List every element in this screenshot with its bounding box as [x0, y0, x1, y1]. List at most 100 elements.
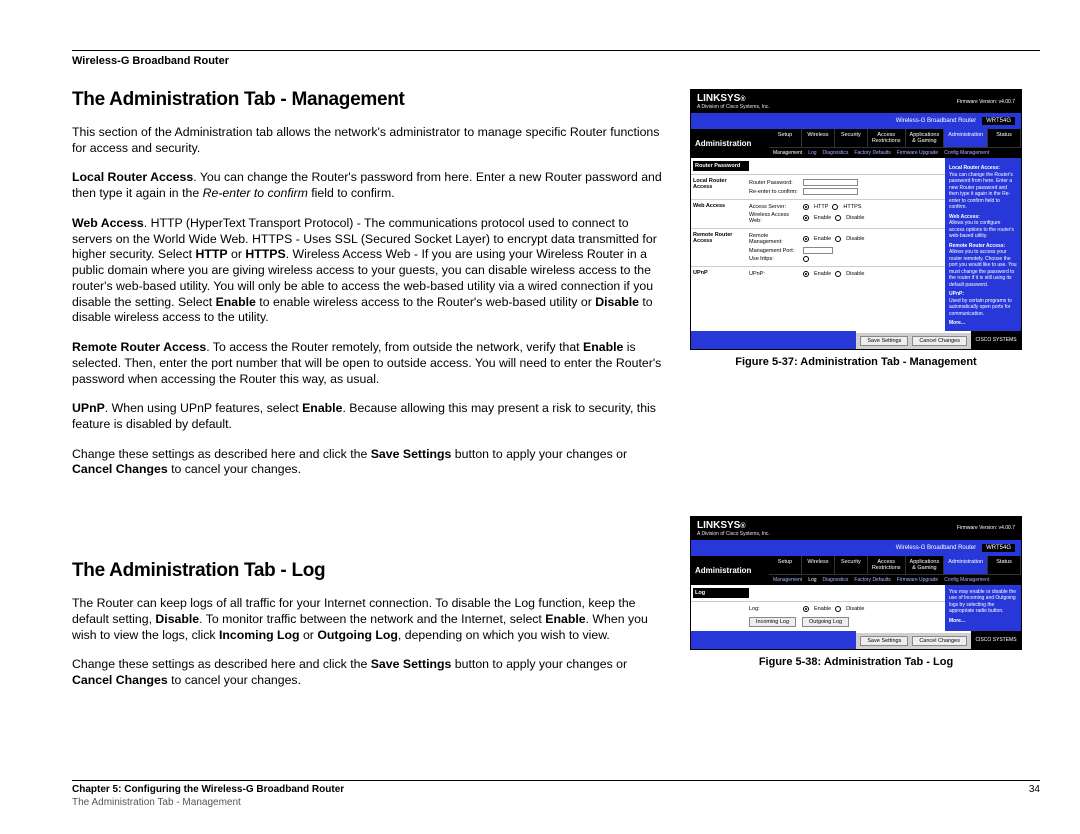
radio-http[interactable]: [803, 204, 809, 210]
text: to enable wireless access to the Router'…: [256, 295, 595, 309]
radio-log-disable[interactable]: [835, 606, 841, 612]
section-label-remote: Remote Router Access: [693, 232, 749, 263]
subtab-factory-defaults[interactable]: Factory Defaults: [854, 577, 890, 583]
subtab-factory-defaults[interactable]: Factory Defaults: [854, 150, 890, 156]
tab-administration[interactable]: Administration: [944, 129, 988, 147]
checkbox-use-https[interactable]: [803, 256, 809, 262]
text-bold: Cancel Changes: [72, 673, 168, 687]
radio-rm-enable[interactable]: [803, 236, 809, 242]
radio-upnp-enable[interactable]: [803, 271, 809, 277]
tab-setup[interactable]: Setup: [769, 556, 802, 574]
tab-access-restrictions[interactable]: Access Restrictions: [868, 129, 906, 147]
radio-upnp-disable[interactable]: [835, 271, 841, 277]
text-bold: Enable: [216, 295, 256, 309]
text: or: [228, 247, 246, 261]
radio-waw-enable[interactable]: [803, 215, 809, 221]
tab-wireless[interactable]: Wireless: [802, 129, 835, 147]
sub-tabs: Management Log Diagnostics Factory Defau…: [769, 574, 1021, 585]
header-rule: [72, 50, 1040, 51]
section-label-web-access: Web Access: [693, 203, 749, 225]
figure-caption: Figure 5-37: Administration Tab - Manage…: [690, 356, 1022, 368]
reenter-input[interactable]: [803, 188, 858, 195]
product-name: Wireless-G Broadband Router: [896, 118, 976, 124]
tab-status[interactable]: Status: [988, 129, 1021, 147]
text: or: [300, 628, 318, 642]
tab-wireless[interactable]: Wireless: [802, 556, 835, 574]
text-bold: Outgoing Log: [317, 628, 398, 642]
product-bar: Wireless-G Broadband Router WRT54G: [691, 113, 1021, 129]
text: , depending on which you wish to view.: [398, 628, 610, 642]
cancel-changes-button[interactable]: Cancel Changes: [912, 336, 967, 346]
brand-sub: A Division of Cisco Systems, Inc.: [697, 531, 770, 537]
subtab-firmware-upgrade[interactable]: Firmware Upgrade: [897, 577, 938, 583]
subtab-log[interactable]: Log: [808, 577, 816, 583]
subtab-management[interactable]: Management: [773, 150, 802, 156]
help-sidebar: You may enable or disable the use of Inc…: [945, 585, 1021, 631]
help-more-link[interactable]: More...: [949, 320, 1017, 327]
text-bold: Incoming Log: [219, 628, 300, 642]
text-bold: Disable: [155, 612, 199, 626]
tab-access-restrictions[interactable]: Access Restrictions: [868, 556, 906, 574]
text: This section of the Administration tab a…: [72, 125, 659, 155]
subtab-diagnostics[interactable]: Diagnostics: [823, 577, 849, 583]
figure-log: LINKSYS® A Division of Cisco Systems, In…: [690, 516, 1022, 668]
label-reenter: Re-enter to confirm:: [749, 189, 799, 195]
subtab-log[interactable]: Log: [808, 150, 816, 156]
text: button to apply your changes or: [451, 447, 627, 461]
opt-enable: Enable: [814, 606, 831, 612]
text-bold: Enable: [583, 340, 623, 354]
incoming-log-button[interactable]: Incoming Log: [749, 617, 796, 627]
main-tabs: Setup Wireless Security Access Restricti…: [769, 129, 1021, 147]
opt-enable: Enable: [814, 271, 831, 277]
label-access-server: Access Server:: [749, 204, 799, 210]
section-header-log: Log: [693, 588, 749, 598]
section-label-lra: Local Router Access: [693, 178, 749, 196]
radio-https[interactable]: [832, 204, 838, 210]
section-title-log: The Administration Tab - Log: [72, 560, 670, 582]
tab-applications[interactable]: Applications & Gaming: [906, 556, 945, 574]
tab-security[interactable]: Security: [835, 556, 868, 574]
mgmt-port-input[interactable]: [803, 247, 833, 254]
password-input[interactable]: [803, 179, 858, 186]
outgoing-log-button[interactable]: Outgoing Log: [802, 617, 849, 627]
text: . When using UPnP features, select: [105, 401, 302, 415]
subtab-management[interactable]: Management: [773, 577, 802, 583]
paragraph: Change these settings as described here …: [72, 447, 670, 478]
figures-column: LINKSYS® A Division of Cisco Systems, In…: [690, 89, 1022, 703]
subtab-firmware-upgrade[interactable]: Firmware Upgrade: [897, 150, 938, 156]
opt-disable: Disable: [846, 271, 864, 277]
tab-security[interactable]: Security: [835, 129, 868, 147]
label-log: Log:: [749, 606, 799, 612]
radio-waw-disable[interactable]: [835, 215, 841, 221]
cancel-changes-button[interactable]: Cancel Changes: [912, 636, 967, 646]
brand-bar: LINKSYS® A Division of Cisco Systems, In…: [691, 517, 1021, 540]
save-settings-button[interactable]: Save Settings: [860, 336, 908, 346]
subtab-diagnostics[interactable]: Diagnostics: [823, 150, 849, 156]
main-text-column: The Administration Tab - Management This…: [72, 89, 670, 703]
section-header-router-password: Router Password: [693, 161, 749, 171]
text-bold: HTTPS: [245, 247, 285, 261]
tab-status[interactable]: Status: [988, 556, 1021, 574]
cisco-logo: CISCO SYSTEMS: [971, 631, 1021, 649]
firmware-label: Firmware Version: v4.00.7: [957, 525, 1015, 531]
text-bold: Enable: [302, 401, 342, 415]
radio-log-enable[interactable]: [803, 606, 809, 612]
help-text: Allows you to access your router remotel…: [949, 249, 1017, 288]
subtab-config-management[interactable]: Config Management: [944, 150, 989, 156]
tab-applications[interactable]: Applications & Gaming: [906, 129, 945, 147]
label-remote-mgmt: Remote Management:: [749, 233, 799, 245]
radio-rm-disable[interactable]: [835, 236, 841, 242]
paragraph: This section of the Administration tab a…: [72, 125, 670, 156]
help-more-link[interactable]: More...: [949, 618, 1017, 625]
cisco-logo: CISCO SYSTEMS: [971, 331, 1021, 349]
sub-tabs: Management Log Diagnostics Factory Defau…: [769, 147, 1021, 158]
brand-logo: LINKSYS: [697, 520, 740, 531]
nav-section-label: Administration: [691, 556, 769, 585]
save-settings-button[interactable]: Save Settings: [860, 636, 908, 646]
text: . To monitor traffic between the network…: [199, 612, 545, 626]
tab-administration[interactable]: Administration: [944, 556, 988, 574]
paragraph: The Router can keep logs of all traffic …: [72, 596, 670, 643]
tab-setup[interactable]: Setup: [769, 129, 802, 147]
product-bar: Wireless-G Broadband Router WRT54G: [691, 540, 1021, 556]
subtab-config-management[interactable]: Config Management: [944, 577, 989, 583]
